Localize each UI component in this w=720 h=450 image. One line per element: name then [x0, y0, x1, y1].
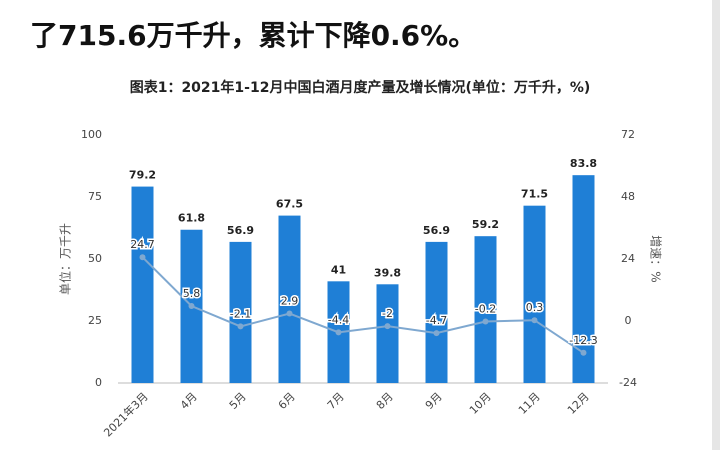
line-value-label: 24.7: [130, 238, 155, 251]
line-value-label: -2.1: [230, 307, 251, 320]
line-value-label: -4.7: [426, 314, 447, 327]
line-value-label: 0.3: [526, 301, 544, 314]
scrollbar: [712, 0, 720, 450]
y-tick-label: 0: [95, 376, 102, 389]
bar-value-label: 39.8: [374, 266, 401, 279]
y-tick-label: 100: [81, 128, 102, 141]
bar-value-label: 59.2: [472, 218, 499, 231]
x-tick-label: 2021年3月: [101, 389, 151, 439]
bar-value-label: 83.8: [570, 157, 597, 170]
bar-value-label: 41: [331, 263, 346, 276]
bar-value-label: 56.9: [227, 224, 254, 237]
y-tick-label: 50: [88, 252, 102, 265]
line-marker: [482, 318, 489, 325]
line-marker: [139, 254, 146, 261]
x-tick-label: 4月: [178, 390, 200, 412]
line-value-label: 5.8: [183, 287, 201, 300]
y2-tick-label: 24: [621, 252, 635, 265]
line-value-label: -4.4: [328, 313, 349, 326]
bar-value-label: 79.2: [129, 169, 156, 182]
y2-axis-label: 增速：%: [649, 235, 663, 282]
line-value-label: -0.2: [475, 303, 496, 316]
x-tick-label: 10月: [467, 390, 494, 417]
bar: [474, 236, 497, 383]
bar: [572, 175, 595, 383]
chart-title: 图表1：2021年1-12月中国白酒月度产量及增长情况(单位：万千升，%): [130, 79, 591, 96]
x-tick-label: 12月: [565, 390, 592, 417]
bar: [278, 215, 301, 383]
line-marker: [531, 317, 538, 324]
y-axis-label: 单位：万千升: [58, 223, 73, 295]
headline: 了715.6万千升，累计下降0.6%。: [30, 19, 477, 52]
bar: [425, 241, 448, 383]
y2-tick-label: -24: [619, 376, 637, 389]
bar: [229, 241, 252, 383]
bar-value-label: 71.5: [521, 188, 548, 201]
y2-tick-label: 48: [621, 190, 635, 203]
line-marker: [580, 349, 587, 356]
bar-value-label: 56.9: [423, 224, 450, 237]
y2-tick-label: 72: [621, 128, 635, 141]
bar: [523, 205, 546, 383]
line-marker: [188, 303, 195, 310]
x-tick-label: 11月: [516, 390, 543, 417]
bar: [131, 186, 154, 383]
bar: [376, 284, 399, 383]
line-marker: [384, 323, 391, 330]
x-tick-label: 9月: [423, 390, 445, 412]
y2-tick-label: 0: [625, 314, 632, 327]
line-value-label: 2.9: [281, 295, 299, 308]
x-tick-label: 7月: [325, 390, 347, 412]
line: [141, 256, 585, 354]
x-tick-label: 8月: [374, 390, 396, 412]
x-tick-label: 6月: [276, 390, 298, 412]
line-marker: [335, 329, 342, 336]
line-value-label: -2: [382, 307, 393, 320]
bar-value-label: 61.8: [178, 212, 205, 225]
x-tick-label: 5月: [227, 390, 249, 412]
line-marker: [237, 323, 244, 330]
line-marker: [433, 330, 440, 337]
line-value-label: -12.3: [569, 334, 597, 347]
line-marker: [286, 310, 293, 317]
y-tick-label: 25: [88, 314, 102, 327]
y-tick-label: 75: [88, 190, 102, 203]
bar-value-label: 67.5: [276, 198, 303, 211]
